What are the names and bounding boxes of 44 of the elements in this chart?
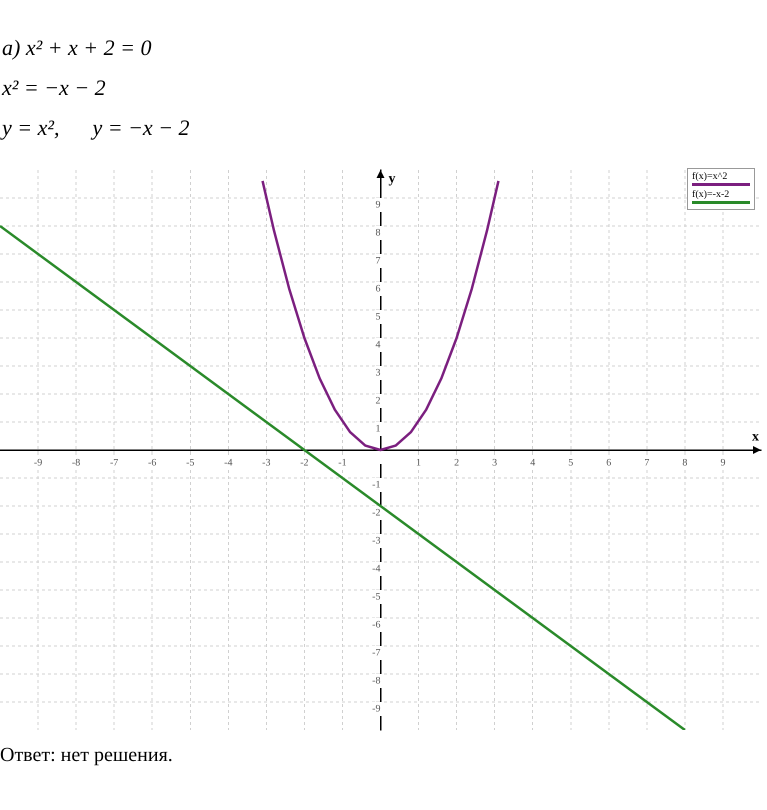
x-tick-label: -9 xyxy=(34,458,42,469)
text: x² = −x − 2 xyxy=(2,74,107,102)
y-tick-label: 2 xyxy=(376,396,380,407)
x-tick-label: 4 xyxy=(530,458,536,469)
x-tick-label: 2 xyxy=(454,458,460,469)
y-tick-label: 1 xyxy=(376,424,380,435)
text: Ответ: нет решения. xyxy=(0,743,174,767)
y-tick-label: -7 xyxy=(372,648,380,659)
text: f(x)=x^2 xyxy=(692,171,728,182)
y-tick-label: 9 xyxy=(376,200,380,211)
x-tick-label: 7 xyxy=(644,458,650,469)
x-tick-label: -3 xyxy=(262,458,271,469)
y-axis-title: y xyxy=(388,172,396,187)
text: y = x², y = −x − 2 xyxy=(2,114,191,142)
y-tick-label: 7 xyxy=(376,256,380,267)
x-axis-title: x xyxy=(752,430,759,445)
y-tick-label: -4 xyxy=(372,564,380,575)
x-tick-label: 5 xyxy=(568,458,574,469)
y-tick-label: 8 xyxy=(376,228,380,239)
x-tick-label: -7 xyxy=(110,458,118,469)
y-tick-label: -1 xyxy=(372,480,380,491)
x-tick-label: -4 xyxy=(224,458,232,469)
x-tick-label: 6 xyxy=(606,458,612,469)
y-tick-label: 4 xyxy=(376,340,380,351)
x-tick-label: -6 xyxy=(148,458,156,469)
y-tick-label: 6 xyxy=(376,284,380,295)
x-tick-label: -5 xyxy=(186,458,194,469)
y-tick-label: 5 xyxy=(376,312,380,323)
x-tick-label: -2 xyxy=(300,458,309,469)
y-tick-label: -6 xyxy=(372,620,380,631)
x-tick-label: 3 xyxy=(492,458,498,469)
x-tick-label: -8 xyxy=(72,458,80,469)
y-tick-label: -8 xyxy=(372,676,380,687)
x-tick-label: 1 xyxy=(416,458,422,469)
x-tick-label: 8 xyxy=(682,458,688,469)
text: f(x)=-x-2 xyxy=(692,189,730,200)
y-tick-label: 3 xyxy=(376,368,380,379)
x-tick-label: -1 xyxy=(338,458,347,469)
y-tick-label: -3 xyxy=(372,536,380,547)
y-tick-label: -5 xyxy=(372,592,380,603)
x-tick-label: 9 xyxy=(720,458,726,469)
y-tick-label: -2 xyxy=(372,508,380,519)
text: а) x² + x + 2 = 0 xyxy=(2,34,152,62)
y-tick-label: -9 xyxy=(372,704,380,715)
